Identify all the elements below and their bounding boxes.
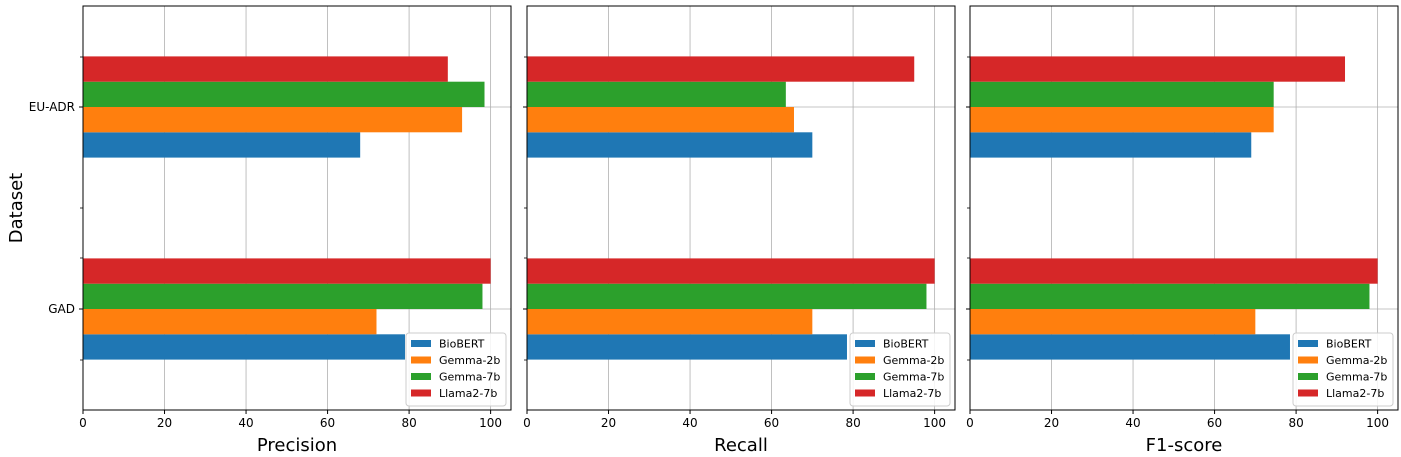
bar (83, 283, 483, 309)
legend-swatch (855, 356, 875, 364)
x-axis-label: Recall (714, 435, 768, 456)
bar (527, 258, 935, 284)
x-tick-label: 0 (966, 416, 974, 430)
legend-swatch (1298, 340, 1318, 347)
bar (83, 132, 361, 158)
bar (527, 132, 813, 158)
bar (83, 56, 448, 82)
legend: BioBERT Gemma-2b Gemma-7b Llama2-7b (1292, 332, 1394, 407)
x-tick-label: 20 (1044, 416, 1059, 430)
legend-swatch (855, 389, 875, 397)
bar (970, 81, 1274, 107)
x-tick-label: 40 (238, 416, 253, 430)
y-tick-label: EU-ADR (29, 100, 75, 114)
legend-swatch (1298, 373, 1318, 380)
bar (527, 107, 794, 133)
x-tick-label: 40 (682, 416, 697, 430)
y-axis-label: Dataset (6, 173, 27, 244)
legend-label: Gemma-7b (1326, 371, 1387, 384)
legend-label: BioBERT (883, 338, 929, 351)
legend-swatch (411, 340, 431, 347)
legend: BioBERT Gemma-2b Gemma-7b Llama2-7b (849, 332, 951, 407)
bar (970, 283, 1370, 309)
x-tick-label: 60 (1207, 416, 1222, 430)
x-tick-label: 80 (1288, 416, 1303, 430)
bar (83, 334, 406, 360)
bar (83, 309, 377, 335)
bar (527, 309, 813, 335)
legend-label: Llama2-7b (1326, 387, 1384, 400)
bar (527, 81, 786, 107)
legend-swatch (855, 340, 875, 347)
x-tick-label: 80 (845, 416, 860, 430)
bar (970, 107, 1274, 133)
legend-swatch (411, 389, 431, 397)
legend: BioBERT Gemma-2b Gemma-7b Llama2-7b (405, 332, 507, 407)
legend-label: BioBERT (439, 338, 485, 351)
x-tick-label: 20 (601, 416, 616, 430)
legend-label: Llama2-7b (883, 387, 941, 400)
x-tick-label: 0 (79, 416, 87, 430)
legend-label: BioBERT (1326, 338, 1372, 351)
bar (970, 334, 1290, 360)
legend-label: Llama2-7b (439, 387, 497, 400)
panel-precision: 0 20 40 60 80 100 GAD EU-ADR Precision BioBERT Gem… (29, 5, 512, 456)
legend-swatch (411, 373, 431, 380)
legend-swatch (1298, 389, 1318, 397)
y-tick-label: GAD (48, 302, 75, 316)
x-tick-label: 60 (764, 416, 779, 430)
x-tick-label: 100 (479, 416, 502, 430)
bar (970, 56, 1346, 82)
x-tick-label: 40 (1125, 416, 1140, 430)
panel-f1-score: 0 20 40 60 80 100 F1-score BioBERT Gemma-2b Gemma… (966, 5, 1399, 456)
bar (970, 309, 1256, 335)
x-tick-label: 100 (923, 416, 946, 430)
bar (527, 334, 847, 360)
bar (527, 56, 915, 82)
bar (970, 132, 1252, 158)
legend-label: Gemma-2b (439, 354, 500, 367)
legend-swatch (411, 356, 431, 364)
bar (83, 81, 485, 107)
x-tick-label: 80 (401, 416, 416, 430)
bar (527, 283, 927, 309)
bar (83, 258, 491, 284)
x-tick-label: 0 (523, 416, 531, 430)
legend-box (1292, 332, 1394, 407)
x-tick-label: 60 (320, 416, 335, 430)
bar (83, 107, 463, 133)
x-axis-label: F1-score (1146, 435, 1223, 456)
panel-recall: 0 20 40 60 80 100 Recall BioBERT Gemma-2b Gemma-7… (523, 5, 956, 456)
x-axis-label: Precision (257, 435, 337, 456)
legend-label: Gemma-2b (883, 354, 944, 367)
legend-box (405, 332, 507, 407)
legend-label: Gemma-2b (1326, 354, 1387, 367)
legend-label: Gemma-7b (439, 371, 500, 384)
x-tick-label: 100 (1366, 416, 1389, 430)
legend-box (849, 332, 951, 407)
x-tick-label: 20 (157, 416, 172, 430)
legend-label: Gemma-7b (883, 371, 944, 384)
legend-swatch (855, 373, 875, 380)
legend-swatch (1298, 356, 1318, 364)
bar (970, 258, 1378, 284)
